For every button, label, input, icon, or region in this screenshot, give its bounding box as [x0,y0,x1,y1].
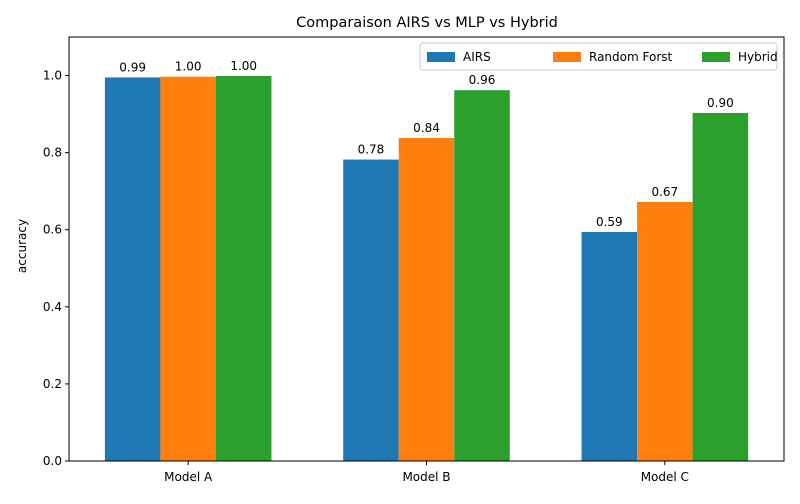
bar-value-label: 0.96 [469,73,496,87]
bar-data-labels: 0.99 1.00 1.00 0.78 0.84 0.96 0.59 0.67 0.90 [119,59,733,229]
x-tick-label: Model A [164,470,213,484]
bar-value-label: 1.00 [175,60,202,74]
legend-label: Random Forst [589,50,672,64]
bar-value-label: 1.00 [230,59,257,73]
legend-label: AIRS [463,50,491,64]
legend-swatch [427,52,455,62]
y-axis-label: accuracy [15,219,29,273]
y-tick-label: 1.0 [43,69,62,83]
y-axis-ticks: 0.0 0.2 0.4 0.6 0.8 1.0 [43,69,69,468]
y-tick-label: 0.4 [43,300,62,314]
chart-title: Comparaison AIRS vs MLP vs Hybrid [296,15,558,31]
bar-value-label: 0.78 [358,143,385,157]
legend-swatch [553,52,581,62]
bar [104,77,161,462]
bar [637,201,693,461]
bar-value-label: 0.90 [707,96,734,110]
y-tick-label: 0.6 [43,223,62,237]
bar-value-label: 0.59 [596,215,623,229]
x-axis-ticks: Model A Model B Model C [164,461,689,484]
legend-swatch [702,52,730,62]
plot-area-frame [68,36,785,462]
x-tick-label: Model B [402,470,450,484]
y-tick-label: 0.2 [43,377,62,391]
bar [454,90,510,462]
bar-value-label: 0.67 [651,185,678,199]
bar [215,75,272,461]
legend-label: Hybrid [738,50,778,64]
y-tick-label: 0.0 [43,454,62,468]
y-tick-label: 0.8 [43,146,62,160]
bar [343,159,399,462]
bar-value-label: 0.99 [119,60,146,74]
x-tick-label: Model C [641,470,689,484]
legend-box [419,42,778,71]
bar-series-group [104,75,749,462]
bar [398,137,455,462]
bar [160,76,216,462]
bar [692,112,749,462]
bar-value-label: 0.84 [413,121,440,135]
bar [581,232,638,461]
chart-legend: AIRS Random Forst Hybrid [419,42,778,71]
